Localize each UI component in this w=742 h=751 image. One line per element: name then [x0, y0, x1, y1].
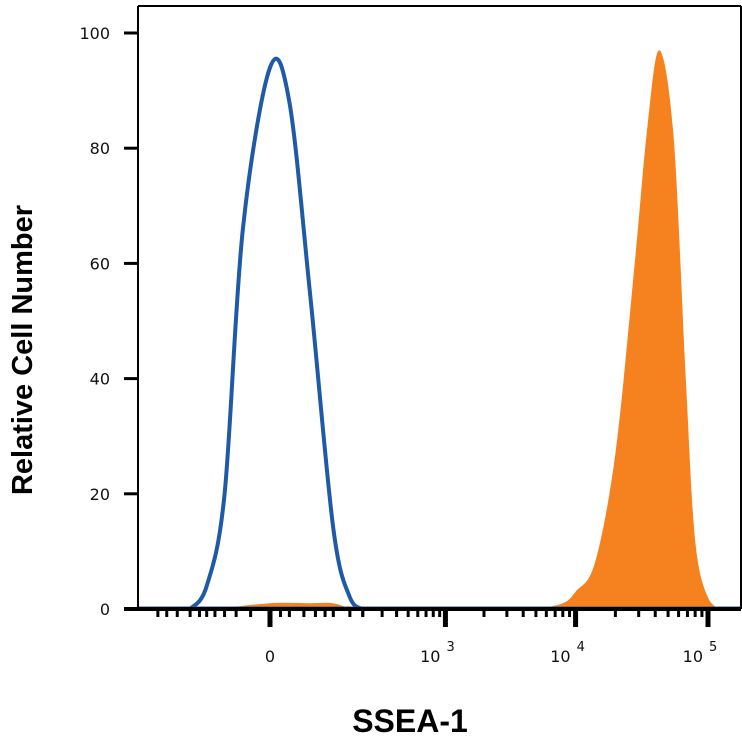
y-tick-label: 60 [90, 254, 110, 273]
x-axis: 0 10 3 10 4 10 5 [156, 609, 718, 666]
x-axis-title: SSEA-1 [352, 703, 468, 739]
x-tick-label-base: 10 [550, 647, 570, 666]
plot-area [124, 5, 742, 612]
y-tick-label: 20 [90, 485, 110, 504]
x-tick-label: 10 3 [420, 640, 455, 666]
x-tick-label-exponent: 4 [577, 640, 585, 655]
x-tick-label-exponent: 3 [446, 640, 454, 655]
x-tick-label: 10 4 [550, 640, 585, 666]
y-tick-label: 80 [90, 139, 110, 158]
y-tick-label: 100 [79, 24, 110, 43]
series-filled-histogram [535, 50, 724, 609]
x-tick-label: 10 5 [683, 640, 718, 666]
x-tick-label-base: 0 [265, 647, 275, 666]
series-layer [138, 50, 741, 612]
x-tick-label-exponent: 5 [709, 640, 717, 655]
y-tick-label: 0 [100, 600, 110, 619]
x-tick-label-base: 10 [420, 647, 440, 666]
x-tick-label: 0 [265, 647, 275, 666]
y-axis-title: Relative Cell Number [7, 205, 39, 495]
y-tick-label: 40 [90, 370, 110, 389]
series-outline-histogram [188, 56, 374, 612]
x-tick-label-base: 10 [683, 647, 703, 666]
y-axis: 0 20 40 60 80 100 [79, 24, 138, 619]
